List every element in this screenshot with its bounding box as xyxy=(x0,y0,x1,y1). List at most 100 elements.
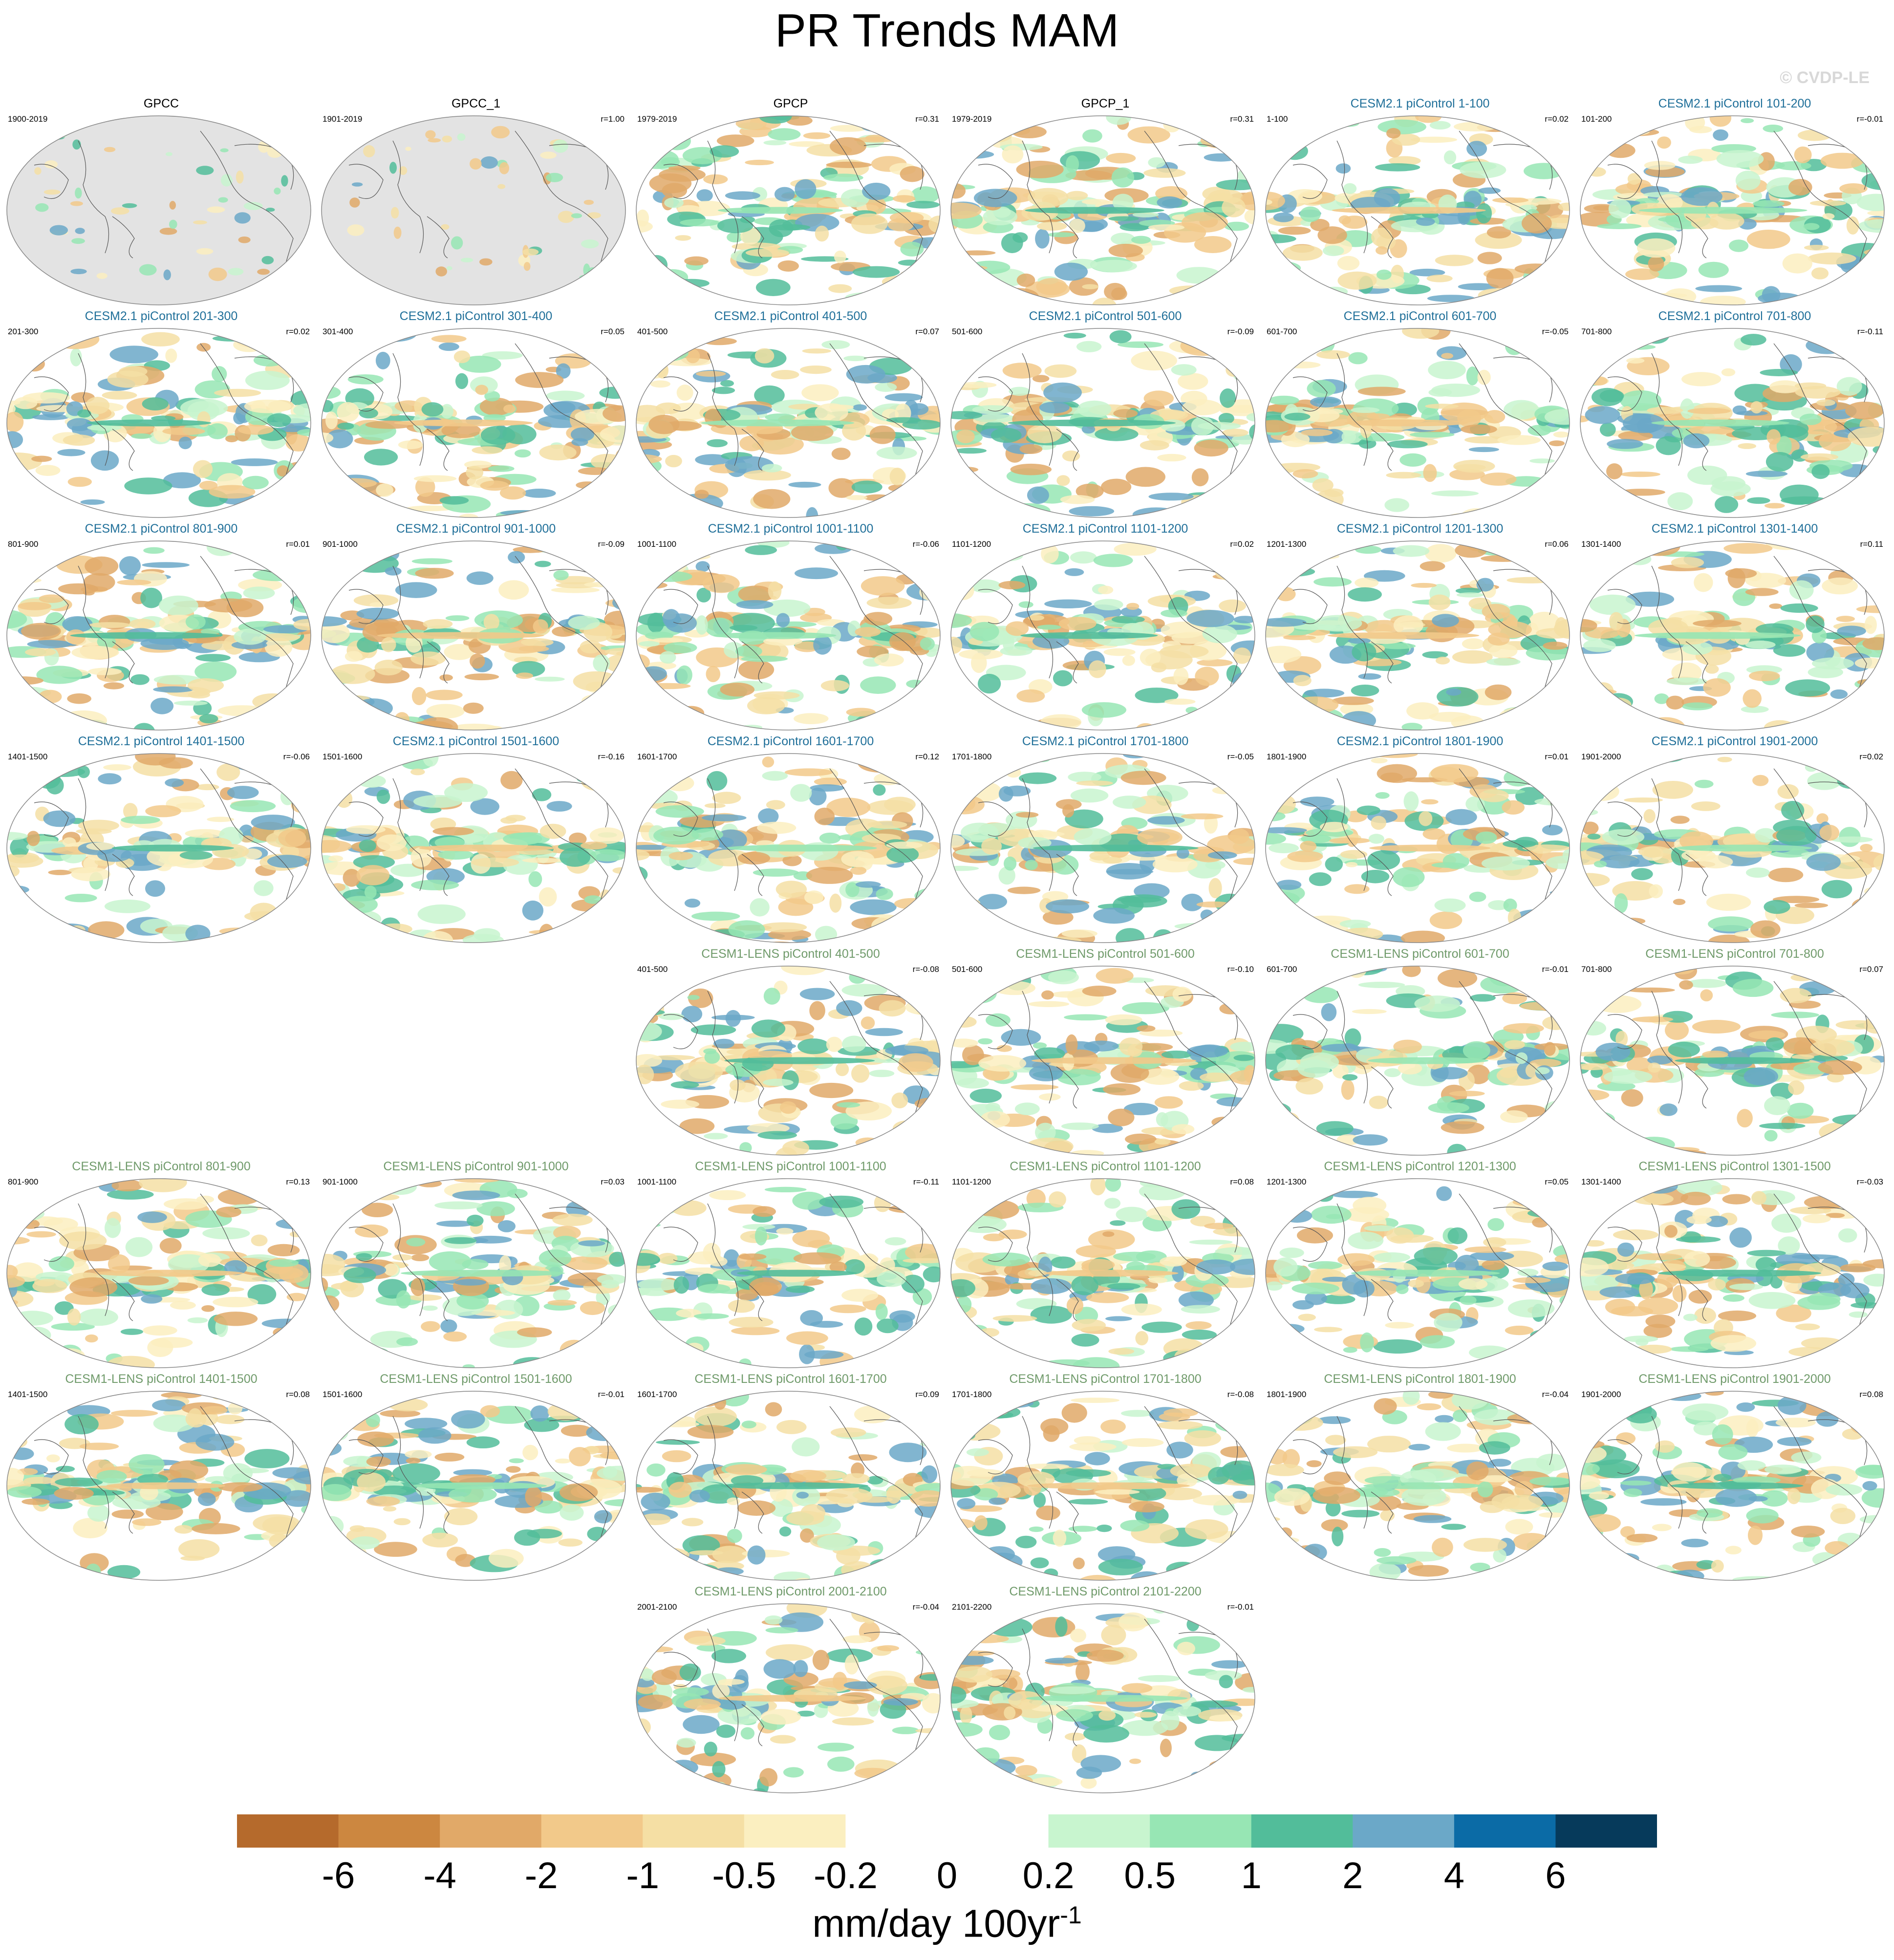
precip-trend-field xyxy=(7,541,311,730)
map-panel: CESM1-LENS piControl 1201-1300 1201-1300 r… xyxy=(1264,1160,1576,1370)
panel-correlation: r=0.02 xyxy=(1859,752,1883,761)
panel-years: 1801-1900 xyxy=(1267,752,1307,761)
panel-title: CESM2.1 piControl 1401-1500 xyxy=(78,734,245,748)
robinson-map xyxy=(6,540,311,731)
panel-title: CESM1-LENS piControl 1801-1900 xyxy=(1324,1372,1516,1386)
map-panel: CESM2.1 piControl 701-800 701-800 r=-0.11 xyxy=(1578,309,1891,519)
robinson-map xyxy=(636,540,941,731)
panel-title: CESM2.1 piControl 701-800 xyxy=(1658,309,1811,323)
panel-years: 801-900 xyxy=(8,539,39,549)
colorbar-box xyxy=(1454,1814,1556,1848)
panel-years: 401-500 xyxy=(637,327,668,336)
colorbar-tick-label: 0.5 xyxy=(1124,1855,1176,1896)
panel-title: GPCC xyxy=(143,97,179,110)
panel-title: CESM2.1 piControl 1101-1200 xyxy=(1022,522,1188,536)
panel-correlation: r=-0.01 xyxy=(1227,1602,1254,1612)
map-panel: CESM1-LENS piControl 2101-2200 2101-2200 r… xyxy=(949,1585,1262,1795)
coastlines xyxy=(978,130,1238,305)
panel-correlation: r=0.13 xyxy=(286,1177,310,1186)
panel-correlation: r=-0.06 xyxy=(283,752,310,761)
panel-years: 1401-1500 xyxy=(8,752,48,761)
panel-correlation: r=0.08 xyxy=(1859,1390,1883,1399)
panel-years: 1101-1200 xyxy=(952,1177,991,1186)
colorbar-box xyxy=(1048,1814,1150,1848)
precip-trend-field xyxy=(951,1604,1255,1793)
precip-trend-field xyxy=(7,116,311,305)
colorbar-tick-label: 2 xyxy=(1342,1855,1363,1896)
panel-correlation: r=0.11 xyxy=(1860,539,1883,549)
precip-trend-field xyxy=(951,1179,1255,1368)
panel-title: CESM1-LENS piControl 2001-2100 xyxy=(694,1585,887,1598)
panel-correlation: r=-0.16 xyxy=(598,752,624,761)
panel-title: GPCC_1 xyxy=(451,97,501,110)
map-panel: CESM2.1 piControl 1301-1400 1301-1400 r=0.… xyxy=(1578,522,1891,732)
panel-title: CESM2.1 piControl 1-100 xyxy=(1350,97,1490,110)
robinson-map xyxy=(1265,753,1570,943)
panel-years: 201-300 xyxy=(8,327,39,336)
panel-title: CESM1-LENS piControl 1401-1500 xyxy=(65,1372,258,1386)
map-panel: CESM1-LENS piControl 1101-1200 1101-1200 r… xyxy=(949,1160,1262,1370)
panel-correlation: r=0.02 xyxy=(286,327,310,336)
map-panel: CESM1-LENS piControl 601-700 601-700 r=-0.… xyxy=(1264,947,1576,1157)
panel-correlation: r=-0.01 xyxy=(598,1390,624,1399)
map-panel: CESM2.1 piControl 801-900 801-900 r=0.01 xyxy=(5,522,318,732)
panel-title: CESM2.1 piControl 1201-1300 xyxy=(1336,522,1504,536)
robinson-map xyxy=(636,115,941,305)
precip-trend-field xyxy=(636,116,940,305)
robinson-map xyxy=(1580,966,1885,1156)
panel-years: 1701-1800 xyxy=(952,1390,992,1399)
panel-correlation: r=-0.03 xyxy=(1856,1177,1883,1186)
colorbar-tick-label: -1 xyxy=(626,1855,660,1896)
panel-correlation: r=-0.06 xyxy=(912,539,939,549)
panel-correlation: r=0.01 xyxy=(1545,752,1569,761)
panel-title: CESM2.1 piControl 1901-2000 xyxy=(1651,734,1818,748)
coastlines xyxy=(663,768,924,943)
map-panel: CESM1-LENS piControl 701-800 701-800 r=0.0… xyxy=(1578,947,1891,1157)
colorbar-tick-label: -0.2 xyxy=(813,1855,878,1896)
panel-correlation: r=1.00 xyxy=(601,114,624,124)
panel-years: 901-1000 xyxy=(323,539,358,549)
robinson-map xyxy=(1580,753,1885,943)
robinson-map xyxy=(950,753,1255,943)
panel-years: 501-600 xyxy=(952,327,983,336)
robinson-map xyxy=(950,540,1255,731)
robinson-map xyxy=(1580,1178,1885,1368)
panel-correlation: r=0.05 xyxy=(1545,1177,1569,1186)
panel-years: 1901-2019 xyxy=(323,114,363,124)
colorbar-tick-label: 0.2 xyxy=(1022,1855,1075,1896)
panel-years: 1301-1400 xyxy=(1581,539,1621,549)
robinson-map xyxy=(950,328,1255,518)
panel-years: 1201-1300 xyxy=(1267,539,1307,549)
map-panel: CESM1-LENS piControl 1501-1600 1501-1600 r… xyxy=(320,1372,632,1582)
panel-years: 1701-1800 xyxy=(952,752,992,761)
map-panel: CESM2.1 piControl 1901-2000 1901-2000 r=0.… xyxy=(1578,734,1891,945)
panel-title: CESM1-LENS piControl 1701-1800 xyxy=(1009,1372,1202,1386)
panel-years: 1001-1100 xyxy=(637,1177,677,1186)
panel-years: 2001-2100 xyxy=(637,1602,677,1612)
panel-years: 501-600 xyxy=(952,965,983,974)
panel-title: CESM1-LENS piControl 1901-2000 xyxy=(1638,1372,1831,1386)
units-exponent: -1 xyxy=(1060,1901,1082,1929)
robinson-map xyxy=(950,966,1255,1156)
map-panel: CESM2.1 piControl 1501-1600 1501-1600 r=-0… xyxy=(320,734,632,945)
coastlines xyxy=(348,556,609,730)
robinson-map xyxy=(1580,1391,1885,1581)
panel-correlation: r=0.09 xyxy=(915,1390,939,1399)
panel-years: 601-700 xyxy=(1267,965,1297,974)
map-panel: GPCP 1979-2019 r=0.31 xyxy=(634,97,947,307)
precip-trend-field xyxy=(1266,1391,1570,1580)
panel-years: 101-200 xyxy=(1581,114,1612,124)
panel-correlation: r=-0.04 xyxy=(912,1602,939,1612)
coastlines xyxy=(978,556,1238,730)
colorbar-box xyxy=(845,1814,947,1848)
colorbar-box xyxy=(440,1814,542,1848)
units-base: mm/day 100yr xyxy=(812,1901,1060,1945)
panel-correlation: r=0.12 xyxy=(915,752,939,761)
map-panel: CESM1-LENS piControl 1401-1500 1401-1500 r… xyxy=(5,1372,318,1582)
panel-correlation: r=0.07 xyxy=(915,327,939,336)
panel-correlation: r=-0.08 xyxy=(912,965,939,974)
robinson-map xyxy=(636,1603,941,1793)
panel-title: CESM1-LENS piControl 1301-1500 xyxy=(1638,1160,1831,1173)
map-panel: CESM2.1 piControl 401-500 401-500 r=0.07 xyxy=(634,309,947,519)
panel-title: CESM1-LENS piControl 601-700 xyxy=(1331,947,1509,961)
